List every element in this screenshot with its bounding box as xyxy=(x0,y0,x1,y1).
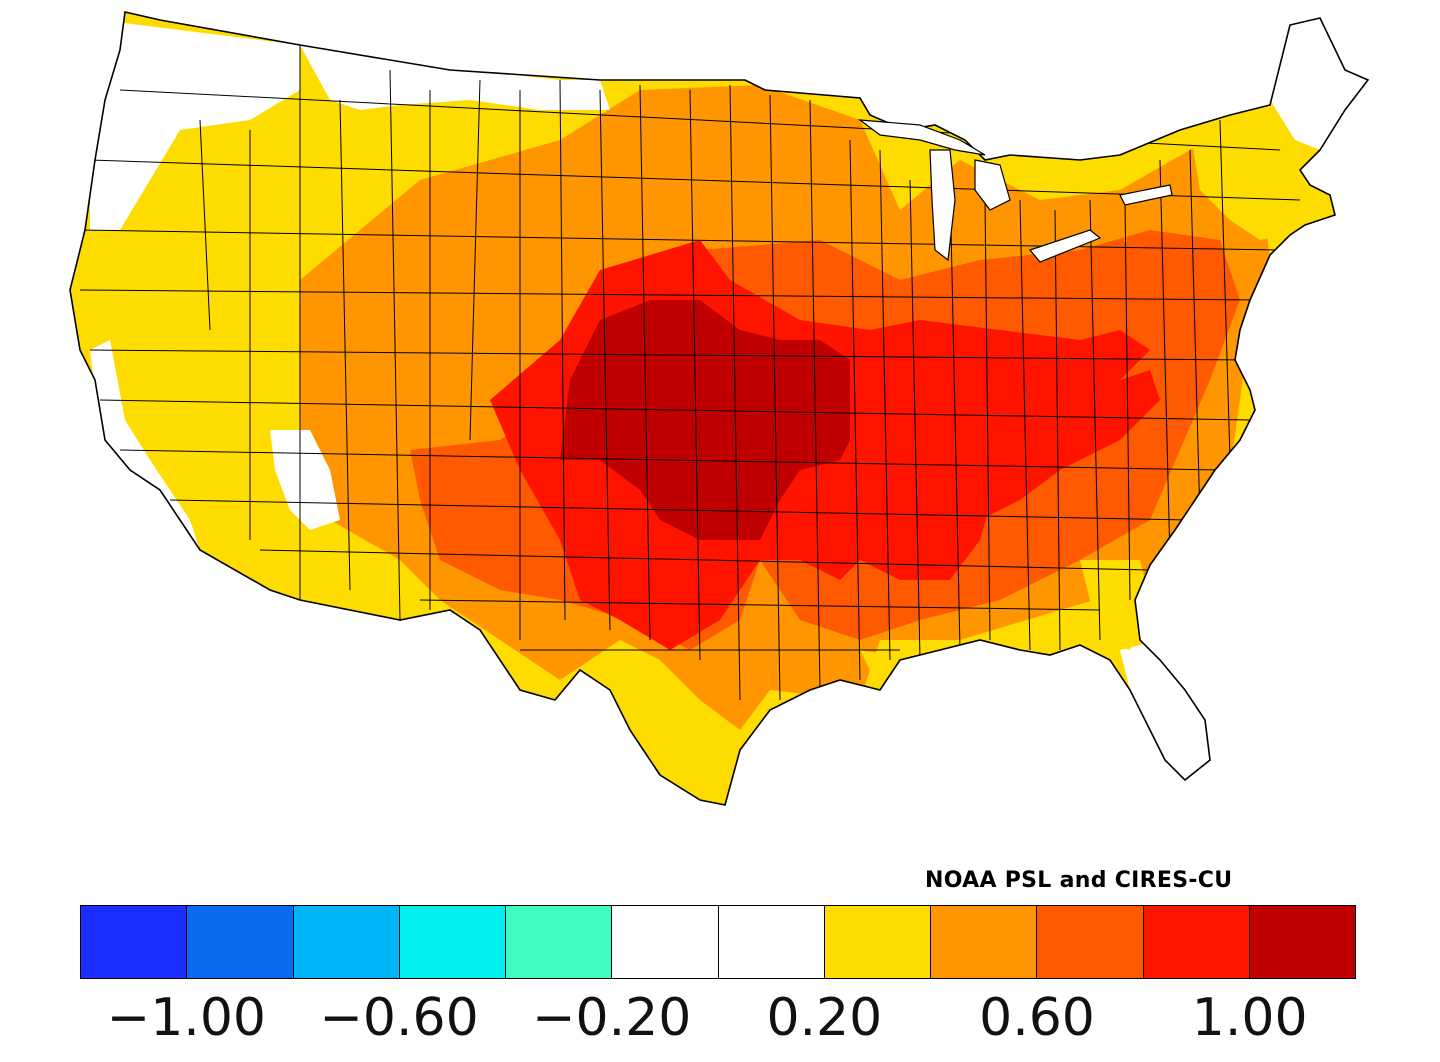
great-lake xyxy=(857,119,986,156)
color-swatch xyxy=(81,906,188,978)
anomaly-zone-yellow xyxy=(1190,110,1330,240)
anomaly-zone-white xyxy=(1270,18,1368,150)
division-border xyxy=(689,89,701,661)
color-scale-bar xyxy=(80,905,1356,979)
division-border xyxy=(729,84,741,701)
great-lake xyxy=(1119,184,1173,206)
color-swatch xyxy=(399,906,506,978)
color-swatch xyxy=(931,906,1038,978)
division-border xyxy=(79,289,1261,301)
tick-label: −0.60 xyxy=(319,988,479,1048)
coastline-detail xyxy=(857,119,1173,263)
color-swatch xyxy=(1249,906,1355,978)
division-border xyxy=(169,499,1191,521)
division-border xyxy=(79,229,1281,251)
division-border xyxy=(809,99,821,691)
anomaly-zone-white xyxy=(1120,640,1210,780)
tick-label: 0.60 xyxy=(979,988,1095,1048)
division-border xyxy=(909,179,921,661)
division-border xyxy=(1054,209,1061,651)
color-swatch xyxy=(506,906,613,978)
division-border xyxy=(1219,119,1231,461)
anomaly-zone-white xyxy=(300,45,610,110)
division-border xyxy=(769,94,781,701)
climate-division-boundaries xyxy=(79,45,1301,701)
division-border xyxy=(849,139,861,681)
division-border xyxy=(389,69,401,621)
credit-label: NOAA PSL and CIRES-CU xyxy=(925,868,1233,893)
division-border xyxy=(1019,199,1031,651)
tick-label: 1.00 xyxy=(1191,988,1308,1048)
tick-label: 0.20 xyxy=(766,988,883,1048)
division-border xyxy=(984,199,991,641)
division-border xyxy=(1159,159,1171,561)
division-border xyxy=(559,79,566,621)
division-border xyxy=(339,99,351,591)
anomaly-zone-white xyxy=(270,430,340,530)
anomaly-zones xyxy=(70,12,1368,805)
color-swatch xyxy=(612,906,719,978)
anomaly-zone-white xyxy=(90,340,200,550)
great-lake xyxy=(1028,229,1102,263)
division-border xyxy=(469,79,481,441)
division-border xyxy=(99,399,1251,421)
division-border xyxy=(199,119,211,331)
division-border xyxy=(89,159,1301,201)
anomaly-zone-yellow xyxy=(1080,560,1150,650)
division-border xyxy=(1124,199,1131,601)
tick-label: −0.20 xyxy=(531,988,692,1048)
division-border xyxy=(639,84,651,641)
division-border xyxy=(1189,149,1201,521)
great-lake xyxy=(929,149,956,262)
anomaly-zone-dark-red xyxy=(560,300,850,540)
color-swatch xyxy=(187,906,294,978)
anomaly-zone-white xyxy=(90,20,300,230)
color-swatch xyxy=(718,906,825,978)
great-lake xyxy=(974,159,1011,211)
color-swatch xyxy=(1143,906,1250,978)
color-swatch xyxy=(293,906,400,978)
color-swatch xyxy=(824,906,931,978)
color-swatch xyxy=(1037,906,1144,978)
anomaly-zone-yellow xyxy=(630,700,725,805)
division-border xyxy=(599,89,611,631)
division-border xyxy=(259,549,1151,571)
tick-label: −1.00 xyxy=(106,988,267,1048)
division-border xyxy=(119,449,1221,471)
division-border xyxy=(419,599,1101,611)
us-climate-division-map xyxy=(69,11,1369,806)
division-border xyxy=(879,149,891,661)
division-border xyxy=(1089,199,1101,641)
